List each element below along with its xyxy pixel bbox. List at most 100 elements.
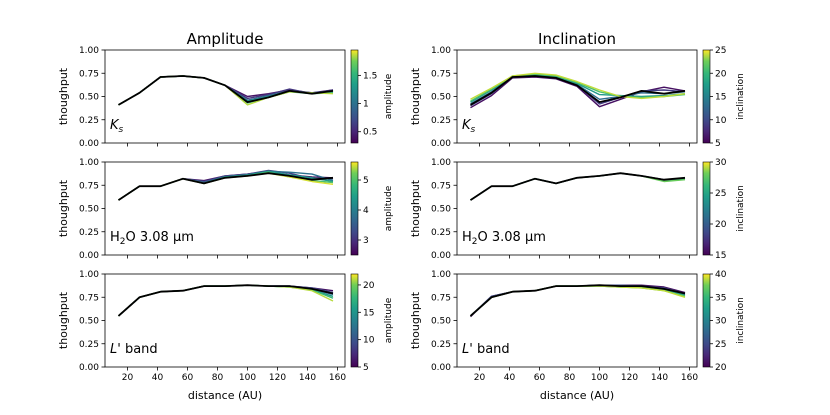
y-tick-label: 0.50 xyxy=(431,93,451,103)
y-tick-label: 0.75 xyxy=(431,69,451,79)
y-tick-label: 0.25 xyxy=(79,116,99,126)
colorbar-label: inclination xyxy=(736,297,746,344)
series-line xyxy=(118,169,333,201)
x-tick-label: 60 xyxy=(182,373,194,383)
colorbar-tick-label: 15 xyxy=(715,251,726,261)
reference-line xyxy=(470,172,686,201)
series-line xyxy=(118,75,334,106)
y-axis-label: thoughput xyxy=(409,67,422,125)
axes-frame xyxy=(456,49,698,144)
y-tick-label: 1.00 xyxy=(431,46,451,56)
y-tick-label: 0.75 xyxy=(431,293,451,303)
series-line xyxy=(118,284,334,317)
y-tick-label: 1.00 xyxy=(431,270,451,280)
series-line xyxy=(118,284,334,317)
reference-line xyxy=(117,284,334,317)
colorbar-tick-label: 1 xyxy=(363,100,369,110)
colorbar-tick-label: 10 xyxy=(715,116,727,126)
x-tick-label: 160 xyxy=(329,373,346,383)
x-tick-label: 140 xyxy=(299,373,316,383)
x-tick-label: 120 xyxy=(269,373,286,383)
series-line xyxy=(118,284,334,317)
series-line xyxy=(470,285,686,317)
x-tick-label: 140 xyxy=(651,373,668,383)
series-line xyxy=(470,75,686,107)
reference-line xyxy=(470,75,686,106)
axes-frame xyxy=(104,161,346,256)
x-tick-label: 60 xyxy=(534,373,546,383)
series-line xyxy=(470,285,686,317)
series-line xyxy=(118,75,334,106)
y-tick-label: 0.25 xyxy=(431,116,451,126)
y-tick-label: 0.50 xyxy=(431,205,451,215)
series-line xyxy=(118,75,334,106)
axes-frame xyxy=(104,273,346,368)
series-line xyxy=(470,72,686,100)
y-tick-label: 0.00 xyxy=(431,363,451,373)
column-title-amplitude: Amplitude xyxy=(187,30,264,48)
colorbar-tick-label: 15 xyxy=(715,93,726,103)
series-line xyxy=(118,284,334,317)
panel-lband-amplitude: 0.00 0.25 0.50 0.75 1.00 20 40 60 80 100 120 140 160… xyxy=(57,270,394,383)
y-tick-label: 1.00 xyxy=(79,158,99,168)
colorbar-tick-label: 25 xyxy=(715,189,726,199)
colorbar-tick-label: 35 xyxy=(715,293,726,303)
y-tick-label: 0.25 xyxy=(431,228,451,238)
colorbar-tick-label: 10 xyxy=(363,336,375,346)
colorbar xyxy=(350,273,359,368)
panel-lband-inclination: 0.00 0.25 0.50 0.75 1.00 20 40 60 80 100 120 140 160… xyxy=(409,270,746,383)
colorbar xyxy=(350,49,359,144)
y-tick-label: 1.00 xyxy=(79,46,99,56)
colorbar-tick-label: 5 xyxy=(715,139,721,149)
reference-line xyxy=(118,75,334,106)
panel-label: H2O 3.08 µm xyxy=(110,230,194,247)
y-tick-label: 0.25 xyxy=(79,340,99,350)
x-tick-label: 20 xyxy=(474,373,486,383)
panel-label: L' band xyxy=(462,342,510,357)
panel-label: Ks xyxy=(462,118,476,135)
panel-h2o-amplitude: 0.00 0.25 0.50 0.75 1.00 thoughput H2O 3.08 µm… xyxy=(57,158,394,261)
colorbar xyxy=(350,161,359,256)
colorbar xyxy=(702,161,711,256)
panel-ks-inclination: 0.00 0.25 0.50 0.75 1.00 thoughput Ks 5 10 15 20 25… xyxy=(409,46,746,149)
reference-line xyxy=(469,284,686,317)
y-tick-label: 1.00 xyxy=(431,158,451,168)
colorbar-tick-label: 20 xyxy=(715,69,727,79)
x-tick-label: 20 xyxy=(122,373,134,383)
colorbar-label: amplitude xyxy=(384,297,394,343)
colorbar-tick-label: 20 xyxy=(715,220,727,230)
y-tick-label: 0.00 xyxy=(79,139,99,149)
y-tick-label: 0.75 xyxy=(79,181,99,191)
x-tick-label: 80 xyxy=(212,373,224,383)
x-tick-label: 100 xyxy=(239,373,256,383)
series-line xyxy=(470,285,686,317)
column-title-inclination: Inclination xyxy=(538,30,616,48)
colorbar-tick-label: 15 xyxy=(363,308,374,318)
x-tick-label: 40 xyxy=(504,373,516,383)
y-tick-label: 0.75 xyxy=(431,181,451,191)
axes-frame xyxy=(456,161,698,256)
panel-label: H2O 3.08 µm xyxy=(462,230,546,247)
colorbar-tick-label: 25 xyxy=(715,46,726,56)
colorbar-tick-label: 1.5 xyxy=(363,71,377,81)
y-axis-label: thoughput xyxy=(409,179,422,237)
panel-ks-amplitude: 0.00 0.25 0.50 0.75 1.00 thoughput Ks 0.5 1 1.5 am… xyxy=(57,46,394,149)
axes-frame xyxy=(104,49,346,144)
y-tick-label: 1.00 xyxy=(79,270,99,280)
y-tick-label: 0.50 xyxy=(79,317,99,327)
x-tick-label: 40 xyxy=(152,373,164,383)
y-tick-label: 0.50 xyxy=(79,205,99,215)
x-axis-label-left: distance (AU) xyxy=(188,389,262,402)
colorbar-tick-label: 40 xyxy=(715,270,727,280)
x-tick-label: 160 xyxy=(681,373,698,383)
colorbar-label: inclination xyxy=(736,73,746,120)
series-line xyxy=(118,75,334,106)
panel-label: Ks xyxy=(110,118,124,135)
reference-line xyxy=(118,172,334,201)
colorbar-tick-label: 3 xyxy=(363,236,369,246)
colorbar xyxy=(702,49,711,144)
colorbar-tick-label: 4 xyxy=(363,206,369,216)
x-axis-label-right: distance (AU) xyxy=(540,389,614,402)
colorbar-tick-label: 5 xyxy=(363,363,369,373)
